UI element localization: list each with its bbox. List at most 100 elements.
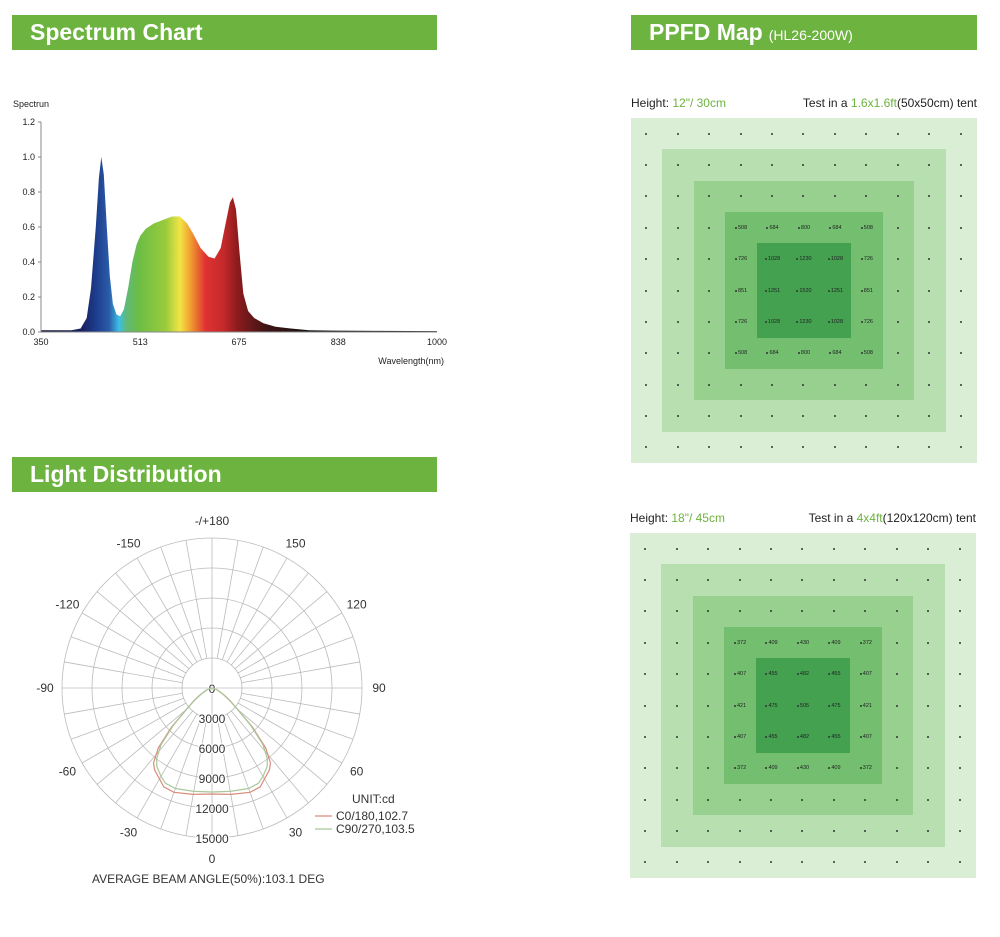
measurement-dot (707, 579, 710, 582)
angle-label: 120 (347, 598, 367, 612)
ppfd-point (820, 181, 851, 212)
ppfd-point (756, 596, 787, 627)
polar-spoke (115, 710, 194, 804)
measurement-dot (676, 320, 679, 323)
ppfd-value: 372 (736, 765, 747, 772)
measurement-dot (676, 289, 679, 292)
light-distribution-title: Light Distribution (30, 461, 222, 487)
spectrum-chart-header: Spectrum Chart (12, 15, 437, 50)
ppfd-point: 508 (725, 338, 756, 369)
ppfd-value: 421 (736, 702, 747, 709)
measurement-dot (828, 673, 831, 676)
ppfd-point (914, 400, 945, 431)
measurement-dot (958, 673, 961, 676)
measurement-dot (645, 446, 648, 449)
polar-spoke (136, 557, 198, 663)
ppfd-point (882, 753, 913, 784)
measurement-dot (675, 704, 678, 707)
ppfd-point (883, 243, 914, 274)
ppfd-model: (HL26-200W) (768, 27, 853, 43)
ppfd-point (788, 118, 819, 149)
measurement-dot (896, 195, 899, 198)
ppfd-point: 482 (787, 721, 818, 752)
measurement-dot (895, 579, 898, 582)
tent-prefix: Test in a (808, 511, 857, 525)
measurement-dot (958, 641, 961, 644)
measurement-dot (771, 164, 774, 167)
measurement-dot (864, 798, 867, 801)
measurement-dot (864, 579, 867, 582)
ppfd-point (946, 306, 977, 337)
measurement-dot (739, 164, 742, 167)
ppfd-value: 800 (800, 224, 811, 231)
spectrum-chart: 0.0 0.2 0.4 0.6 0.8 1.0 1.2 350 513 675 838 1000 Spe… (13, 99, 447, 366)
ppfd-point (725, 149, 756, 180)
ppfd-point (883, 432, 914, 463)
ppfd-point (882, 784, 913, 815)
ppfd-point (724, 564, 755, 595)
measurement-dot (644, 641, 647, 644)
angle-label: -60 (59, 765, 77, 779)
polar-spoke (216, 540, 239, 659)
measurement-dot (675, 641, 678, 644)
tent-size: 1.6x1.6ft (850, 96, 897, 110)
spectrum-area (41, 157, 437, 332)
ppfd-point (725, 432, 756, 463)
radial-label: 0 (209, 682, 216, 696)
measurement-dot (833, 414, 836, 417)
ppfd-point: 508 (725, 212, 756, 243)
ppfd-point (661, 753, 692, 784)
measurement-dot (738, 547, 741, 550)
measurement-dot (645, 383, 648, 386)
ppfd-value: 372 (862, 765, 872, 772)
ppfd-point: 409 (819, 753, 850, 784)
measurement-dot (827, 289, 830, 292)
ppfd-point (946, 432, 977, 463)
ppfd-point (693, 658, 724, 689)
measurement-dot (958, 704, 961, 707)
ppfd-value: 508 (863, 224, 873, 231)
measurement-dot (802, 383, 805, 386)
measurement-dot (895, 673, 898, 676)
measurement-dot (927, 547, 930, 550)
ppfd-point (631, 243, 662, 274)
ppfd-point: 407 (850, 658, 881, 689)
measurement-dot (707, 547, 710, 550)
measurement-dot (864, 547, 867, 550)
measurement-dot (739, 195, 742, 198)
ppfd-value: 684 (769, 224, 779, 231)
measurement-dot (860, 320, 863, 323)
ppfd-point (945, 533, 976, 564)
measurement-dot (895, 641, 898, 644)
polar-spoke (234, 591, 328, 670)
height-value: 18"/ 45cm (671, 511, 725, 525)
measurement-dot (801, 610, 804, 613)
ppfd-value: 455 (768, 733, 778, 740)
measurement-dot (865, 383, 868, 386)
ppfd-value: 407 (736, 671, 747, 678)
ppfd-value: 726 (863, 256, 873, 263)
measurement-dot (801, 579, 804, 582)
measurement-dot (645, 132, 648, 135)
measurement-dot (676, 226, 679, 229)
y-tick-label: 0.0 (22, 327, 35, 337)
ppfd-point: 1028 (820, 243, 851, 274)
measurement-dot (644, 579, 647, 582)
ppfd-point (756, 564, 787, 595)
polar-spoke (64, 692, 183, 715)
measurement-dot (832, 829, 835, 832)
ppfd-point: 1520 (788, 275, 819, 306)
ppfd-point (661, 721, 692, 752)
measurement-dot (828, 767, 831, 770)
measurement-dot (896, 164, 899, 167)
y-tick-label: 1.0 (22, 152, 35, 162)
ppfd-point (883, 118, 914, 149)
measurement-dot (734, 352, 737, 355)
ppfd-point (631, 432, 662, 463)
measurement-dot (827, 320, 830, 323)
ppfd-zone (756, 243, 852, 338)
ppfd-point (661, 784, 692, 815)
ppfd-point: 409 (756, 753, 787, 784)
measurement-dot (959, 414, 962, 417)
ppfd-value: 407 (862, 671, 872, 678)
